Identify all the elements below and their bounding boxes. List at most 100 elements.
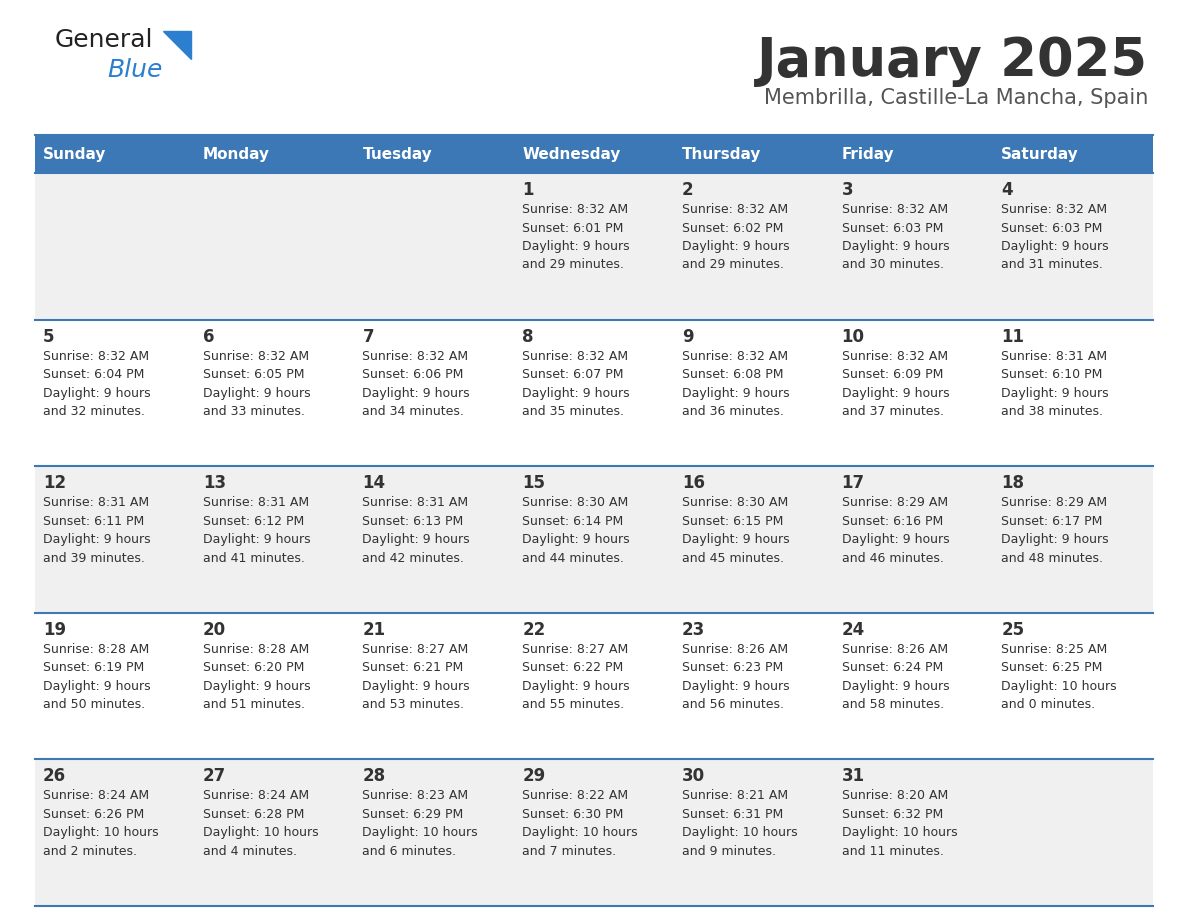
Text: Sunset: 6:06 PM: Sunset: 6:06 PM <box>362 368 463 381</box>
Text: Sunrise: 8:23 AM: Sunrise: 8:23 AM <box>362 789 468 802</box>
Text: 26: 26 <box>43 767 67 786</box>
Text: 30: 30 <box>682 767 704 786</box>
Bar <box>674 135 834 173</box>
Text: Thursday: Thursday <box>682 147 762 162</box>
Text: Sunrise: 8:28 AM: Sunrise: 8:28 AM <box>203 643 309 655</box>
Text: Sunrise: 8:31 AM: Sunrise: 8:31 AM <box>203 497 309 509</box>
Text: 19: 19 <box>43 621 67 639</box>
Text: Sunrise: 8:21 AM: Sunrise: 8:21 AM <box>682 789 788 802</box>
Text: Sunset: 6:11 PM: Sunset: 6:11 PM <box>43 515 144 528</box>
Text: Daylight: 9 hours: Daylight: 9 hours <box>203 680 310 693</box>
Bar <box>674 759 834 906</box>
Text: Sunrise: 8:32 AM: Sunrise: 8:32 AM <box>362 350 468 363</box>
Bar <box>195 613 354 759</box>
Bar <box>34 173 195 319</box>
Text: 31: 31 <box>841 767 865 786</box>
Bar <box>514 613 674 759</box>
Text: Daylight: 9 hours: Daylight: 9 hours <box>682 386 790 399</box>
Text: Daylight: 9 hours: Daylight: 9 hours <box>43 386 151 399</box>
Text: Sunrise: 8:26 AM: Sunrise: 8:26 AM <box>682 643 788 655</box>
Bar <box>34 759 195 906</box>
Text: Sunset: 6:10 PM: Sunset: 6:10 PM <box>1001 368 1102 381</box>
Text: and 45 minutes.: and 45 minutes. <box>682 552 784 565</box>
Text: Sunrise: 8:31 AM: Sunrise: 8:31 AM <box>362 497 468 509</box>
Bar <box>674 466 834 613</box>
Text: Sunset: 6:13 PM: Sunset: 6:13 PM <box>362 515 463 528</box>
Text: Daylight: 10 hours: Daylight: 10 hours <box>362 826 478 839</box>
Text: 12: 12 <box>43 475 67 492</box>
Bar <box>514 173 674 319</box>
Text: Daylight: 9 hours: Daylight: 9 hours <box>1001 386 1108 399</box>
Text: Sunset: 6:05 PM: Sunset: 6:05 PM <box>203 368 304 381</box>
Text: Sunset: 6:03 PM: Sunset: 6:03 PM <box>841 221 943 234</box>
Text: Sunrise: 8:32 AM: Sunrise: 8:32 AM <box>523 203 628 216</box>
Text: Sunset: 6:32 PM: Sunset: 6:32 PM <box>841 808 943 821</box>
Text: Daylight: 10 hours: Daylight: 10 hours <box>203 826 318 839</box>
Text: Daylight: 9 hours: Daylight: 9 hours <box>841 386 949 399</box>
Bar <box>195 173 354 319</box>
Text: and 39 minutes.: and 39 minutes. <box>43 552 145 565</box>
Text: Sunrise: 8:31 AM: Sunrise: 8:31 AM <box>1001 350 1107 363</box>
Text: and 53 minutes.: and 53 minutes. <box>362 699 465 711</box>
Text: Sunrise: 8:32 AM: Sunrise: 8:32 AM <box>523 350 628 363</box>
Text: 23: 23 <box>682 621 706 639</box>
Text: and 42 minutes.: and 42 minutes. <box>362 552 465 565</box>
Text: and 0 minutes.: and 0 minutes. <box>1001 699 1095 711</box>
Text: Tuesday: Tuesday <box>362 147 432 162</box>
Text: and 9 minutes.: and 9 minutes. <box>682 845 776 858</box>
Text: Daylight: 9 hours: Daylight: 9 hours <box>523 240 630 253</box>
Bar <box>674 319 834 466</box>
Text: Daylight: 9 hours: Daylight: 9 hours <box>523 680 630 693</box>
Text: Sunset: 6:31 PM: Sunset: 6:31 PM <box>682 808 783 821</box>
Bar <box>993 613 1154 759</box>
Text: Sunday: Sunday <box>43 147 107 162</box>
Bar <box>834 759 993 906</box>
Text: Sunrise: 8:27 AM: Sunrise: 8:27 AM <box>362 643 468 655</box>
Text: Sunset: 6:09 PM: Sunset: 6:09 PM <box>841 368 943 381</box>
Text: Daylight: 10 hours: Daylight: 10 hours <box>682 826 797 839</box>
Text: 13: 13 <box>203 475 226 492</box>
Text: 21: 21 <box>362 621 386 639</box>
Text: 2: 2 <box>682 181 694 199</box>
Text: January 2025: January 2025 <box>757 35 1148 87</box>
Text: Sunrise: 8:28 AM: Sunrise: 8:28 AM <box>43 643 150 655</box>
Text: Daylight: 9 hours: Daylight: 9 hours <box>1001 533 1108 546</box>
Polygon shape <box>163 31 191 59</box>
Text: Daylight: 9 hours: Daylight: 9 hours <box>203 386 310 399</box>
Text: and 33 minutes.: and 33 minutes. <box>203 405 304 418</box>
Text: Sunset: 6:15 PM: Sunset: 6:15 PM <box>682 515 783 528</box>
Text: Sunrise: 8:29 AM: Sunrise: 8:29 AM <box>1001 497 1107 509</box>
Bar <box>834 319 993 466</box>
Text: 20: 20 <box>203 621 226 639</box>
Text: and 35 minutes.: and 35 minutes. <box>523 405 624 418</box>
Text: Sunset: 6:21 PM: Sunset: 6:21 PM <box>362 661 463 675</box>
Text: and 29 minutes.: and 29 minutes. <box>682 259 784 272</box>
Text: 18: 18 <box>1001 475 1024 492</box>
Text: and 36 minutes.: and 36 minutes. <box>682 405 784 418</box>
Bar <box>993 466 1154 613</box>
Text: and 6 minutes.: and 6 minutes. <box>362 845 456 858</box>
Bar <box>674 173 834 319</box>
Text: Sunrise: 8:24 AM: Sunrise: 8:24 AM <box>203 789 309 802</box>
Text: Sunrise: 8:26 AM: Sunrise: 8:26 AM <box>841 643 948 655</box>
Bar <box>993 319 1154 466</box>
Text: Sunset: 6:19 PM: Sunset: 6:19 PM <box>43 661 144 675</box>
Bar <box>514 466 674 613</box>
Bar <box>34 135 195 173</box>
Text: Sunset: 6:16 PM: Sunset: 6:16 PM <box>841 515 943 528</box>
Bar <box>354 613 514 759</box>
Text: 3: 3 <box>841 181 853 199</box>
Text: Sunrise: 8:32 AM: Sunrise: 8:32 AM <box>841 350 948 363</box>
Text: 6: 6 <box>203 328 214 345</box>
Text: Daylight: 9 hours: Daylight: 9 hours <box>1001 240 1108 253</box>
Text: Daylight: 9 hours: Daylight: 9 hours <box>203 533 310 546</box>
Bar <box>993 759 1154 906</box>
Text: Daylight: 9 hours: Daylight: 9 hours <box>362 680 470 693</box>
Bar <box>354 466 514 613</box>
Text: Sunset: 6:22 PM: Sunset: 6:22 PM <box>523 661 624 675</box>
Bar <box>674 613 834 759</box>
Text: 22: 22 <box>523 621 545 639</box>
Text: Monday: Monday <box>203 147 270 162</box>
Text: 14: 14 <box>362 475 386 492</box>
Text: Daylight: 9 hours: Daylight: 9 hours <box>841 240 949 253</box>
